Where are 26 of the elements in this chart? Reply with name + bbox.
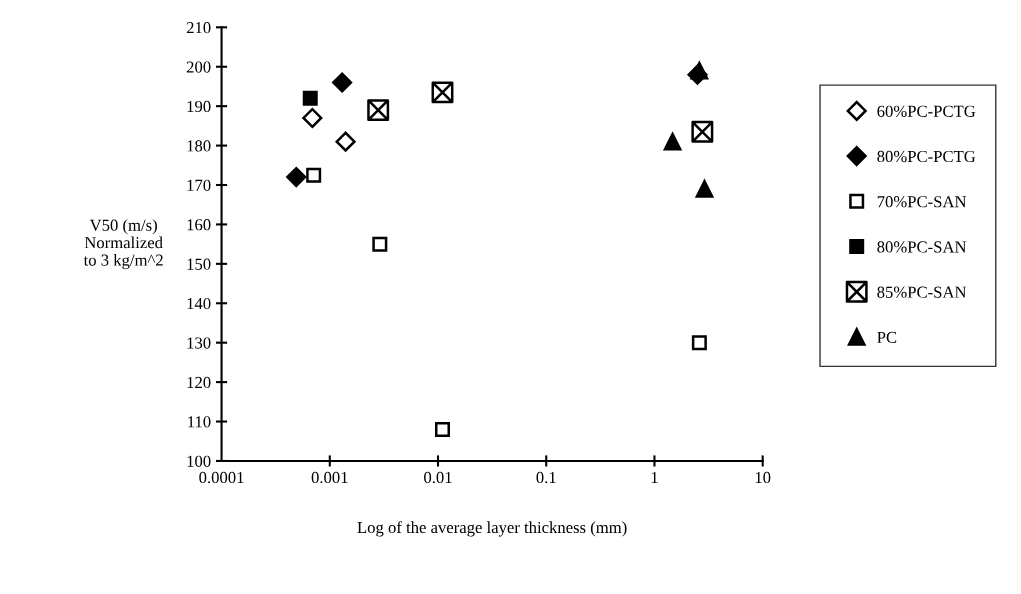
- x-tick-label: 0.0001: [199, 471, 244, 484]
- y-tick-label: 180: [187, 140, 211, 152]
- legend-label: PC: [877, 331, 897, 343]
- y-tick-label: 150: [187, 258, 211, 270]
- legend-label: 80%PC-PCTG: [877, 150, 976, 163]
- y-tick-label: 130: [187, 337, 211, 349]
- y-tick-label: 100: [187, 455, 211, 467]
- y-tick-label: 120: [187, 376, 211, 389]
- legend-label: 70%PC-SAN: [877, 196, 967, 208]
- y-tick-label: 190: [187, 100, 211, 113]
- y-tick-label: 140: [187, 297, 211, 310]
- x-tick-label: 1: [651, 471, 658, 483]
- legend-label: 60%PC-PCTG: [877, 105, 976, 117]
- y-tick-label: 210: [186, 22, 211, 34]
- y-tick-label: 200: [186, 61, 211, 73]
- legend-label: 80%PC-SAN: [877, 241, 967, 253]
- x-tick-label: 0.1: [536, 471, 556, 484]
- x-tick-label: 10: [755, 471, 771, 484]
- x-tick-label: 0.001: [311, 471, 348, 484]
- x-tick-label: 0.01: [424, 471, 452, 484]
- y-tick-label: 170: [187, 179, 211, 191]
- y-tick-label: 160: [187, 219, 211, 231]
- legend-label: 85%PC-SAN: [877, 286, 967, 298]
- x-axis-title: Log of the average layer thickness (mm): [357, 521, 627, 537]
- y-axis-title: V50 (m/s) Normalized to 3 kg/m^2: [83, 219, 163, 270]
- y-tick-label: 110: [188, 416, 211, 428]
